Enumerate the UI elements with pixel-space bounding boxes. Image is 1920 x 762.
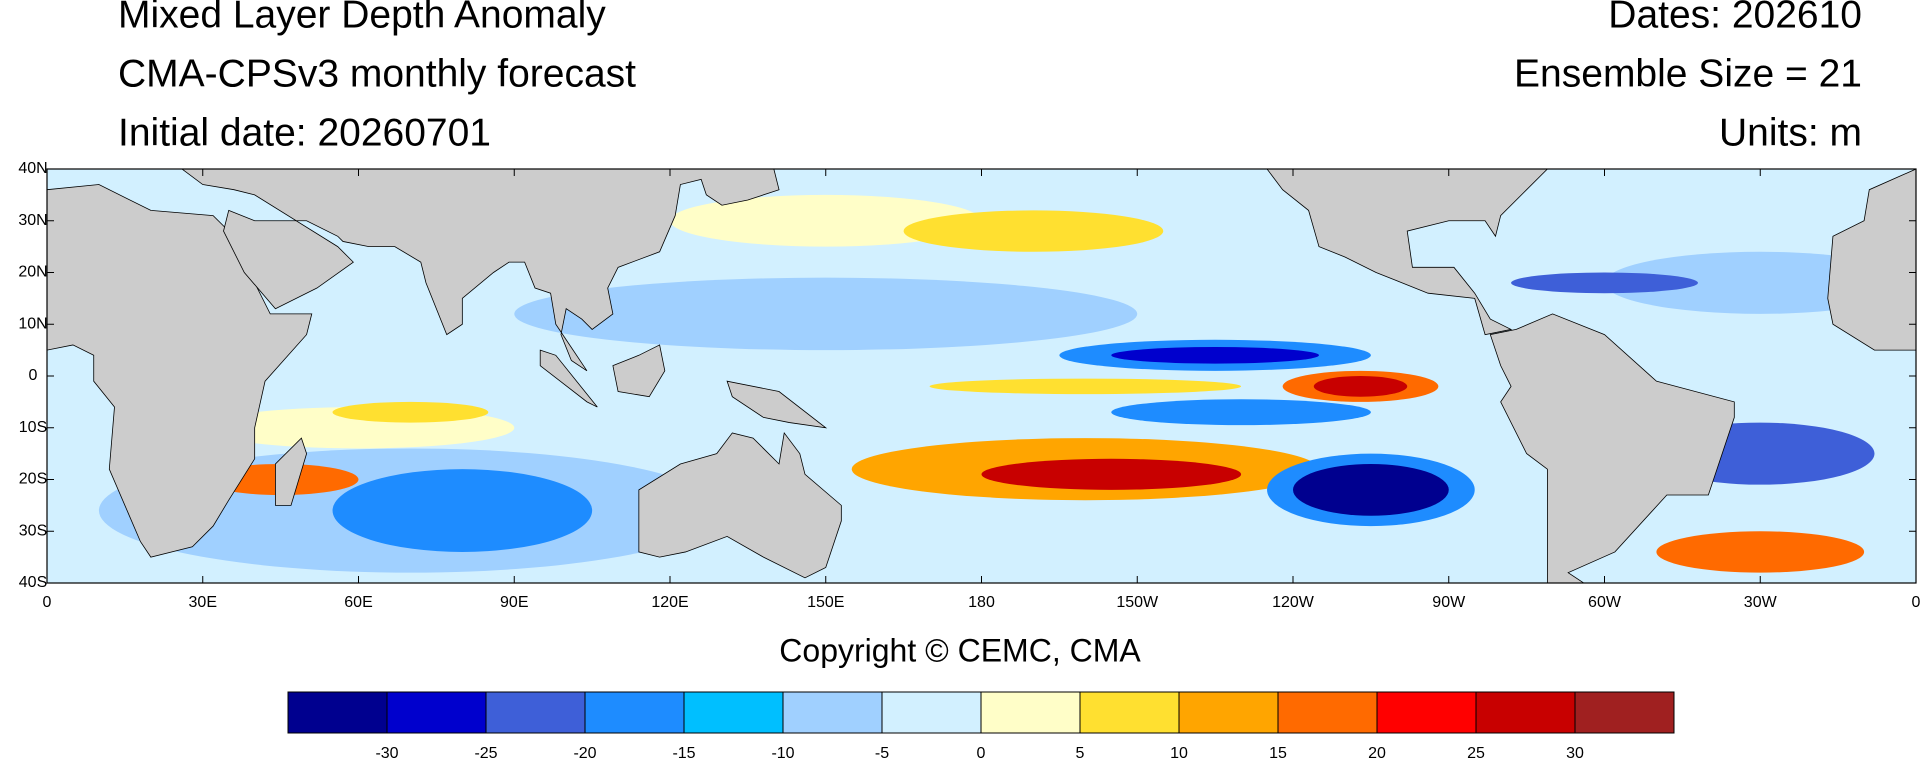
colorbar-box [1079, 691, 1180, 734]
colorbar-label: -15 [672, 745, 695, 762]
lat-label: 40N [18, 160, 47, 177]
colorbar-label: 10 [1170, 745, 1188, 762]
map [47, 169, 1917, 584]
title: Mixed Layer Depth Anomaly [118, 0, 606, 36]
lon-label: 180 [968, 594, 995, 611]
colorbar-box [1277, 691, 1378, 734]
lon-label: 120E [651, 594, 688, 611]
ensemble: Ensemble Size = 21 [1514, 52, 1862, 95]
colorbar-label: -30 [375, 745, 398, 762]
lon-label: 150W [1116, 594, 1159, 611]
colorbar-box [1376, 691, 1477, 734]
lat-label: 20S [19, 471, 47, 488]
lon-label: 30E [189, 594, 217, 611]
colorbar-label: 25 [1467, 745, 1485, 762]
lat-label: 30S [19, 522, 47, 539]
colorbar-box [683, 691, 784, 734]
lat-label: 30N [18, 212, 47, 229]
colorbar-box [386, 691, 487, 734]
copyright: Copyright © CEMC, CMA [779, 632, 1141, 668]
anomaly-field [98, 194, 1917, 573]
colorbar-label: -25 [474, 745, 497, 762]
colorbar-box [980, 691, 1081, 734]
colorbar-box [485, 691, 586, 734]
colorbar-label: 5 [1076, 745, 1085, 762]
land [47, 169, 1917, 584]
colorbar-label: 15 [1269, 745, 1287, 762]
initial-date: Initial date: 20260701 [118, 111, 491, 154]
colorbar-box [1178, 691, 1279, 734]
colorbar-label: 0 [977, 745, 986, 762]
lon-label: 0 [1912, 594, 1920, 611]
colorbar-label: -5 [875, 745, 889, 762]
colorbar-box [1574, 691, 1675, 734]
colorbar-box [1475, 691, 1576, 734]
colorbar-box [782, 691, 883, 734]
colorbar-label: -20 [573, 745, 596, 762]
colorbar-label: -10 [771, 745, 794, 762]
lat-label: 10S [19, 419, 47, 436]
lat-label: 40S [19, 574, 47, 591]
lon-label: 90W [1432, 594, 1466, 611]
lon-label: 30W [1744, 594, 1778, 611]
subtitle: CMA-CPSv3 monthly forecast [118, 52, 636, 95]
lon-label: 0 [43, 594, 52, 611]
colorbar-label: 30 [1566, 745, 1584, 762]
lon-label: 60E [344, 594, 372, 611]
lon-label: 60W [1588, 594, 1622, 611]
colorbar-box [881, 691, 982, 734]
colorbar-box [584, 691, 685, 734]
dates: Dates: 202610 [1608, 0, 1862, 36]
lat-label: 10N [18, 315, 47, 332]
lon-label: 120W [1272, 594, 1315, 611]
lat-label: 0 [29, 367, 38, 384]
lat-label: 20N [18, 264, 47, 281]
colorbar-box [287, 691, 388, 734]
units: Units: m [1719, 111, 1862, 154]
lon-label: 150E [807, 594, 844, 611]
lon-label: 90E [500, 594, 528, 611]
colorbar-label: 20 [1368, 745, 1386, 762]
